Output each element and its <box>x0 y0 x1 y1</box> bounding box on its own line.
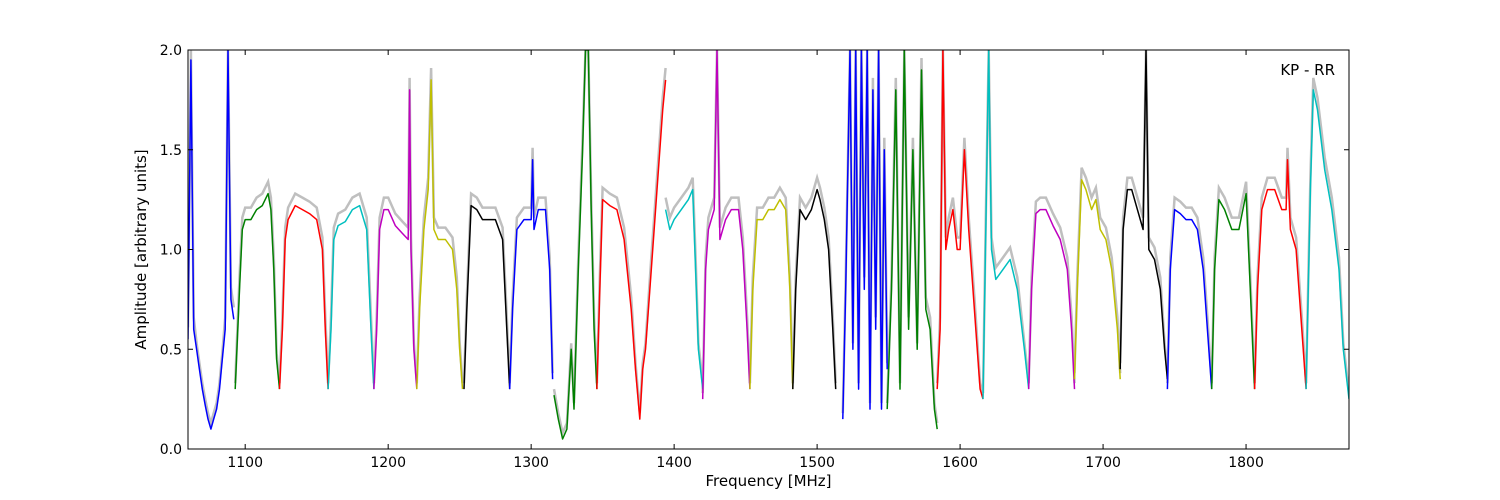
series-line-19 <box>1073 178 1121 380</box>
series-line-14 <box>842 50 888 420</box>
background-trace-16 <box>935 50 985 394</box>
series-line-17 <box>982 50 1030 400</box>
series-line-18 <box>1027 208 1076 390</box>
chart-annotation: KP - RR <box>1280 61 1335 79</box>
x-tick-label: 1600 <box>942 455 978 471</box>
background-trace-15 <box>885 50 939 424</box>
x-axis-label: Frequency [MHz] <box>705 472 831 490</box>
x-tick-label: 1400 <box>656 455 692 471</box>
series-line-13 <box>792 188 837 390</box>
series-line-6 <box>463 204 511 390</box>
y-tick-label: 2.0 <box>160 43 182 59</box>
series-line-22 <box>1210 192 1256 390</box>
background-trace-21 <box>1166 195 1213 384</box>
series-line-0 <box>188 50 235 430</box>
series-line-7 <box>508 158 554 390</box>
background-trace-2 <box>278 191 330 384</box>
background-trace-13 <box>791 173 837 384</box>
series-line-3 <box>327 204 375 390</box>
background-trace-7 <box>508 147 554 384</box>
background-trace-3 <box>326 191 376 384</box>
y-tick-label: 1.5 <box>160 143 182 159</box>
background-trace-1 <box>233 177 281 384</box>
series-line-5 <box>416 79 464 390</box>
plot-area <box>188 50 1349 440</box>
axis-ticks: 1100 1200 1300 1400 1500 1600 1700 1800 0.0 0.5 1.… <box>160 43 1349 471</box>
series-line-21 <box>1166 208 1213 390</box>
x-tick-label: 1100 <box>227 455 263 471</box>
y-tick-label: 1.0 <box>160 243 182 259</box>
x-tick-label: 1500 <box>799 455 835 471</box>
series-line-16 <box>936 50 984 400</box>
series-line-1 <box>234 192 281 390</box>
y-tick-label: 0.5 <box>160 342 182 358</box>
series-line-8 <box>553 50 598 440</box>
series-line-12 <box>749 198 794 390</box>
series-line-23 <box>1253 158 1307 390</box>
series-line-10 <box>664 188 704 390</box>
series-line-2 <box>278 204 329 390</box>
background-trace-11 <box>701 50 752 394</box>
series-line-24 <box>1305 89 1349 400</box>
series-line-15 <box>886 50 938 430</box>
background-trace-10 <box>664 177 704 384</box>
x-tick-label: 1200 <box>370 455 406 471</box>
x-tick-label: 1700 <box>1085 455 1121 471</box>
background-trace-23 <box>1253 147 1308 384</box>
background-trace-9 <box>595 67 667 414</box>
series-line-11 <box>701 50 751 400</box>
x-tick-label: 1300 <box>513 455 549 471</box>
y-tick-label: 0.0 <box>160 442 182 458</box>
x-tick-label: 1800 <box>1228 455 1264 471</box>
series-line-20 <box>1119 50 1169 380</box>
plot-frame <box>187 49 1350 450</box>
series-line-9 <box>596 79 667 420</box>
series-line-4 <box>373 89 418 390</box>
y-axis-label: Amplitude [arbitrary units] <box>132 149 150 349</box>
